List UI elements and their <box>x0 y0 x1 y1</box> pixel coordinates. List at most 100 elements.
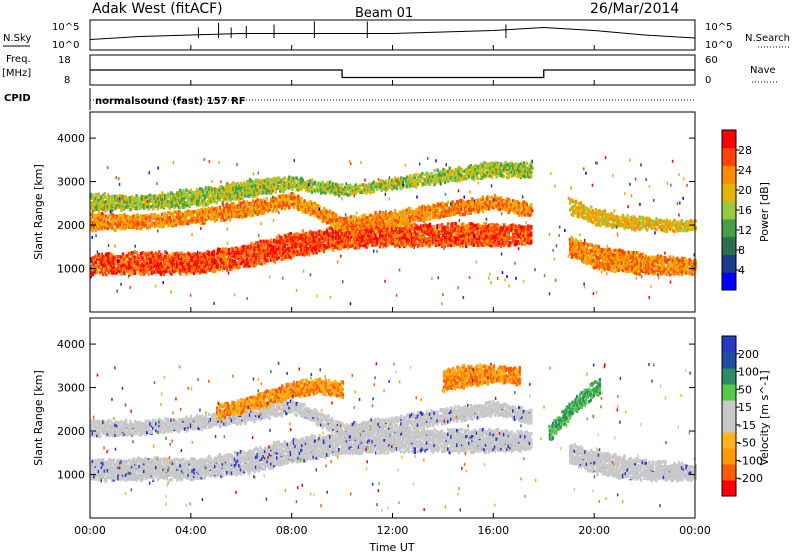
data-cell <box>374 227 377 231</box>
data-cell <box>120 204 123 208</box>
data-cell <box>158 254 161 259</box>
data-cell <box>224 257 227 261</box>
data-cell <box>422 235 426 239</box>
data-cell <box>475 198 479 203</box>
data-cell <box>248 207 252 211</box>
data-cell <box>325 235 329 239</box>
data-cell <box>232 259 235 263</box>
data-cell <box>244 249 247 253</box>
data-cell <box>259 261 262 266</box>
data-cell <box>510 223 513 228</box>
data-cell <box>398 212 401 217</box>
data-cell <box>144 214 147 218</box>
data-cell <box>398 230 401 235</box>
data-cell <box>304 251 308 256</box>
data-cell <box>341 218 344 223</box>
data-cell <box>265 201 268 206</box>
data-cell <box>389 234 392 238</box>
data-cell <box>359 242 362 246</box>
data-cell <box>344 241 347 245</box>
data-cell <box>398 232 401 236</box>
data-cell <box>330 243 333 248</box>
data-cell <box>135 218 138 223</box>
data-cell <box>440 244 444 248</box>
data-cell <box>360 237 364 241</box>
data-cell <box>96 204 99 208</box>
data-cell <box>477 241 480 245</box>
data-cell <box>268 254 271 259</box>
data-cell <box>312 246 315 250</box>
data-cell <box>259 259 262 264</box>
data-cell <box>111 257 114 261</box>
data-cell <box>139 253 143 258</box>
data-cell <box>254 256 258 260</box>
data-cell <box>159 204 162 208</box>
data-cell <box>156 258 159 263</box>
data-cell <box>276 248 279 252</box>
data-cell <box>291 238 294 243</box>
data-cell <box>348 227 351 231</box>
data-cell <box>513 201 516 205</box>
data-cell <box>117 266 120 271</box>
data-cell <box>448 240 451 244</box>
data-cell <box>412 240 415 244</box>
data-cell <box>377 220 380 225</box>
data-cell <box>333 212 336 216</box>
data-cell <box>288 232 291 236</box>
data-cell <box>412 242 415 247</box>
data-cell <box>115 195 119 199</box>
data-cell <box>419 224 423 228</box>
data-cell <box>242 246 246 251</box>
data-cell <box>518 209 521 214</box>
data-cell <box>425 214 429 219</box>
data-cell <box>303 244 306 248</box>
nave-label: Nave <box>750 65 776 76</box>
data-cell <box>394 233 397 237</box>
data-cell <box>433 207 436 211</box>
data-cell <box>144 253 147 257</box>
data-cell <box>474 201 477 206</box>
data-cell <box>487 239 491 243</box>
data-cell <box>297 232 300 236</box>
data-cell <box>528 230 531 234</box>
data-cell <box>289 196 292 201</box>
data-cell <box>245 246 249 250</box>
data-cell <box>285 234 288 239</box>
data-cell <box>218 267 221 272</box>
data-cell <box>428 206 432 210</box>
data-cell <box>380 220 383 225</box>
data-cell <box>298 198 302 202</box>
data-cell <box>354 219 358 224</box>
data-cell <box>170 272 173 276</box>
data-cell <box>206 250 209 254</box>
data-cell <box>313 250 317 254</box>
data-cell <box>483 234 486 238</box>
data-cell <box>492 224 495 229</box>
data-cell <box>419 214 423 218</box>
data-cell <box>268 207 271 212</box>
data-cell <box>502 206 506 210</box>
data-cell <box>344 227 347 232</box>
data-cell <box>221 254 224 258</box>
data-cell <box>378 210 382 214</box>
data-cell <box>490 195 494 200</box>
data-cell <box>330 219 333 223</box>
data-cell <box>91 263 94 267</box>
data-cell <box>428 222 432 227</box>
data-cell <box>158 214 161 219</box>
data-cell <box>336 246 339 250</box>
data-cell <box>103 219 106 223</box>
data-cell <box>136 226 140 230</box>
data-cell <box>118 259 122 263</box>
data-cell <box>505 232 509 236</box>
data-cell <box>194 252 197 256</box>
data-cell <box>238 247 241 251</box>
data-cell <box>153 255 156 260</box>
data-cell <box>469 231 472 235</box>
data-cell <box>351 230 355 234</box>
data-cell <box>499 237 503 241</box>
data-cell <box>484 243 488 247</box>
data-cell <box>413 226 417 231</box>
data-cell <box>378 214 382 219</box>
data-cell <box>389 210 392 215</box>
